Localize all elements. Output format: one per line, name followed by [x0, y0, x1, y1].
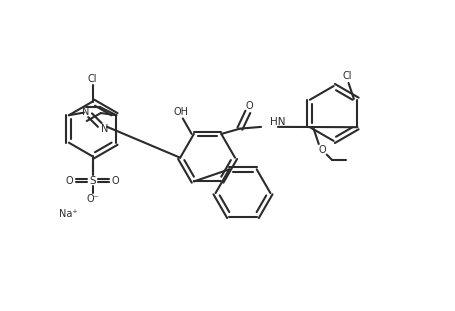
Text: Cl: Cl — [343, 71, 353, 81]
Text: N: N — [82, 107, 89, 117]
Text: O: O — [318, 145, 326, 155]
Text: S: S — [89, 176, 96, 186]
Text: OH: OH — [173, 107, 188, 117]
Text: O: O — [112, 176, 119, 186]
Text: Na⁺: Na⁺ — [59, 209, 78, 219]
Text: O⁻: O⁻ — [86, 194, 99, 204]
Text: Cl: Cl — [88, 73, 97, 84]
Text: O: O — [246, 101, 253, 111]
Text: HN: HN — [270, 118, 285, 128]
Text: N: N — [101, 123, 108, 133]
Text: O: O — [66, 176, 73, 186]
